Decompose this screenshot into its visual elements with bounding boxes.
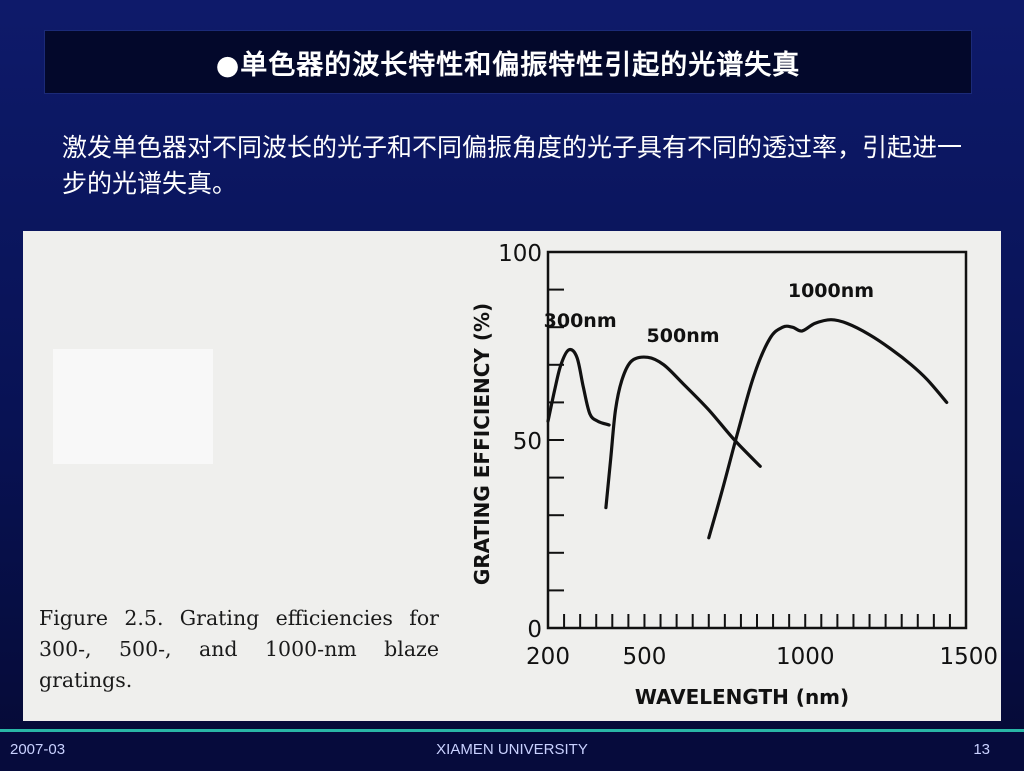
- footer-page-number: 13: [973, 741, 990, 758]
- y-axis-label: GRATING EFFICIENCY (%): [470, 303, 494, 585]
- intro-text: 激发单色器对不同波长的光子和不同偏振角度的光子具有不同的透过率，引起进一步的光谱…: [62, 133, 963, 198]
- series-lines: [546, 318, 949, 540]
- x-tick-label: 500: [623, 644, 667, 670]
- x-tick-label: 1500: [939, 644, 998, 670]
- series-labels: 300nm 500nm 1000nm: [544, 280, 874, 347]
- y-tick-label: 100: [498, 241, 542, 267]
- x-axis-label: WAVELENGTH (nm): [635, 685, 849, 709]
- slide-title: ●单色器的波长特性和偏振特性引起的光谱失真: [44, 30, 972, 94]
- series-label-1000nm: 1000nm: [788, 280, 874, 302]
- series-label-500nm: 500nm: [647, 325, 720, 347]
- efficiency-chart: 0 50 100 200 500 1000 1500 300nm 500nm 1000nm WA…: [470, 241, 998, 709]
- tick-labels: 0 50 100 200 500 1000 1500: [498, 241, 998, 670]
- series-line-1000nm: [707, 318, 949, 540]
- series-line-500nm: [604, 355, 762, 510]
- footer-bar: 2007-03 XIAMEN UNIVERSITY 13: [0, 729, 1024, 771]
- y-tick-label: 0: [527, 617, 542, 643]
- y-tick-label: 50: [513, 429, 542, 455]
- tick-marks: [548, 288, 951, 628]
- plot-frame: [546, 250, 968, 630]
- series-line-300nm: [546, 347, 611, 427]
- figure-panel: Figure 2.5. Grating efficiencies for 300…: [23, 231, 1001, 721]
- blank-patch: [53, 349, 213, 464]
- figure-caption: Figure 2.5. Grating efficiencies for 300…: [39, 606, 439, 692]
- x-tick-label: 200: [526, 644, 570, 670]
- x-tick-label: 1000: [776, 644, 835, 670]
- footer-org: XIAMEN UNIVERSITY: [436, 741, 588, 758]
- footer-date: 2007-03: [10, 741, 66, 758]
- series-label-300nm: 300nm: [544, 310, 617, 332]
